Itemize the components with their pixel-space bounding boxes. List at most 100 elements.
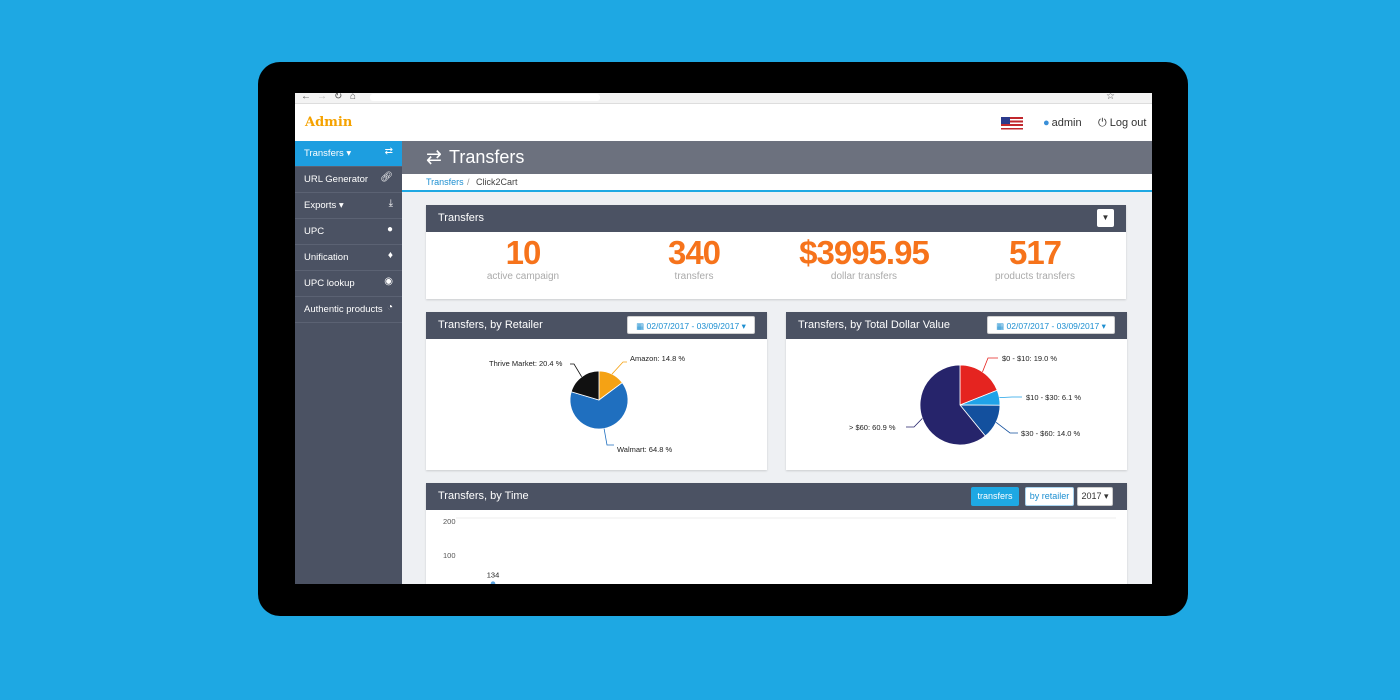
card-title: Transfers, by Time [438, 490, 529, 502]
slice-label-0-10: $0 - $10: 19.0 % [1002, 354, 1058, 363]
calendar-icon: ▦ [636, 321, 645, 331]
breadcrumb: Transfers / Click2Cart [402, 174, 1152, 192]
y-tick-label: 200 [443, 517, 456, 526]
home-icon[interactable]: ⌂ [350, 93, 357, 102]
sidebar-item-unification[interactable]: Unification ♦ [295, 245, 402, 271]
target-icon: ◉ [384, 276, 393, 287]
brand-logo[interactable]: Admin [305, 115, 353, 130]
stat-dollar-transfers: $3995.95 dollar transfers [779, 234, 949, 283]
caret-down-icon: ▾ [1101, 321, 1106, 331]
breadcrumb-separator: / [467, 177, 470, 187]
caret-down-icon: ▾ [1104, 491, 1109, 501]
stat-value: 517 [1008, 234, 1062, 271]
card-title: Transfers, by Total Dollar Value [798, 319, 951, 331]
stat-transfers: 340 transfers [609, 234, 779, 283]
pie-leader-line [570, 363, 583, 377]
time-chart-card: Transfers, by Time transfers by retailer… [426, 483, 1127, 584]
sidebar-item-transfers[interactable]: Transfers ▾ ⇄ [295, 141, 402, 167]
card-header: Transfers, by Total Dollar Value ▦ 02/07… [786, 312, 1127, 339]
pie-leader-line [999, 396, 1022, 399]
slice-label-amazon: Amazon: 14.8 % [630, 354, 686, 363]
stat-value: 340 [667, 234, 721, 271]
transfers-line-chart: 13410316000000000 [456, 517, 1116, 584]
breadcrumb-current: Click2Cart [476, 177, 518, 187]
stat-label: products transfers [994, 271, 1076, 282]
exchange-icon: ⇄ [426, 147, 442, 168]
link-icon: 🔗︎ [380, 172, 393, 183]
sidebar-item-exports[interactable]: Exports ▾ ⤓ [295, 193, 402, 219]
exchange-icon: ⇄ [384, 146, 393, 157]
card-title: Transfers [438, 212, 485, 224]
calendar-icon: ▦ [996, 321, 1005, 331]
stat-label: transfers [674, 271, 714, 282]
by-retailer-button[interactable]: by retailer [1025, 487, 1074, 506]
stat-label: active campaign [486, 271, 560, 282]
pie-slice-walmart[interactable] [569, 382, 629, 430]
logout-label: Log out [1109, 117, 1147, 129]
data-label: 134 [487, 571, 500, 580]
date-range-picker[interactable]: ▦ 02/07/2017 - 03/09/2017 ▾ [627, 316, 755, 334]
page-title: Transfers [449, 147, 525, 167]
card-header: Transfers, by Time transfers by retailer… [426, 483, 1127, 510]
logout-button[interactable]: ⏻ Log out [1098, 117, 1146, 130]
retailer-pie-chart [569, 361, 629, 446]
pie-slice-0-10[interactable] [959, 364, 998, 406]
card-dropdown-button[interactable]: ▼ [1097, 209, 1114, 227]
card-title: Transfers, by Retailer [438, 319, 543, 331]
pie-leader-line [603, 428, 614, 446]
sidebar-item-upc-lookup[interactable]: UPC lookup ◉ [295, 271, 402, 297]
sidebar-item-upc[interactable]: UPC ● [295, 219, 402, 245]
date-range-value: 02/07/2017 - 03/09/2017 [1006, 321, 1100, 331]
sidebar-item-label: Transfers ▾ [304, 148, 352, 159]
top-navbar: Admin ● admin ⏻ Log out [295, 104, 1152, 142]
sidebar-item-label: UPC [304, 226, 325, 237]
pie-leader-line [982, 357, 998, 373]
forward-icon[interactable]: → [317, 93, 327, 102]
stat-products-transfers: 517 products transfers [950, 234, 1120, 283]
main-content: Transfers ▼ 10 active campaign 340 trans… [402, 192, 1152, 584]
bookmark-star-icon[interactable]: ☆ [1106, 93, 1115, 102]
user-icon: ● [1043, 117, 1050, 129]
retailer-chart-card: Transfers, by Retailer ▦ 02/07/2017 - 03… [426, 312, 767, 470]
reload-icon[interactable]: ↻ [334, 93, 343, 102]
address-bar[interactable] [370, 94, 600, 101]
year-select[interactable]: 2017 ▾ [1077, 487, 1113, 506]
page-header: ⇄ Transfers [402, 141, 1152, 174]
caret-down-icon: ▾ [741, 321, 746, 331]
date-range-value: 02/07/2017 - 03/09/2017 [646, 321, 740, 331]
pie-slice-thrive-market[interactable] [570, 370, 600, 401]
download-icon: ⤓ [388, 198, 393, 209]
circle-icon: ● [386, 224, 393, 235]
sidebar-item-label: URL Generator [304, 174, 369, 185]
date-range-picker[interactable]: ▦ 02/07/2017 - 03/09/2017 ▾ [987, 316, 1115, 334]
sidebar: Transfers ▾ ⇄ URL Generator 🔗︎ Exports ▾… [295, 141, 402, 584]
us-flag-icon[interactable] [1001, 117, 1023, 130]
sidebar-item-label: UPC lookup [304, 278, 355, 289]
breadcrumb-link-transfers[interactable]: Transfers [426, 177, 464, 187]
transfers-summary-card: Transfers ▼ 10 active campaign 340 trans… [426, 205, 1126, 299]
sidebar-item-label: Authentic products [304, 304, 383, 315]
pie-slice-over-60[interactable] [919, 364, 986, 446]
card-header: Transfers ▼ [426, 205, 1126, 232]
power-icon: ⏻ [1098, 117, 1107, 129]
stat-value: $3995.95 [799, 234, 930, 271]
pie-leader-line [611, 361, 627, 375]
browser-toolbar: ← → ↻ ⌂ ☆ [295, 93, 1152, 104]
back-icon[interactable]: ← [301, 93, 311, 102]
sidebar-item-label: Unification [304, 252, 349, 263]
pie-leader-line [906, 418, 923, 428]
screen: ← → ↻ ⌂ ☆ Admin ● admin ⏻ Log out Transfe… [295, 93, 1152, 584]
slice-label-10-30: $10 - $30: 6.1 % [1026, 393, 1082, 402]
sidebar-item-url-generator[interactable]: URL Generator 🔗︎ [295, 167, 402, 193]
y-tick-label: 100 [443, 551, 456, 560]
caret-down-icon: ▼ [1101, 213, 1110, 222]
slice-label-over-60: > $60: 60.9 % [849, 423, 896, 432]
data-point[interactable] [490, 581, 496, 584]
transfers-toggle-button[interactable]: transfers [971, 487, 1019, 506]
sidebar-item-authentic-products[interactable]: Authentic products ◔ [295, 297, 402, 323]
tag-icon: ♦ [387, 250, 393, 261]
sidebar-item-label: Exports ▾ [304, 200, 344, 211]
user-menu[interactable]: ● admin [1043, 117, 1082, 129]
dollar-value-pie-chart [906, 357, 1022, 446]
year-value: 2017 [1081, 491, 1102, 501]
